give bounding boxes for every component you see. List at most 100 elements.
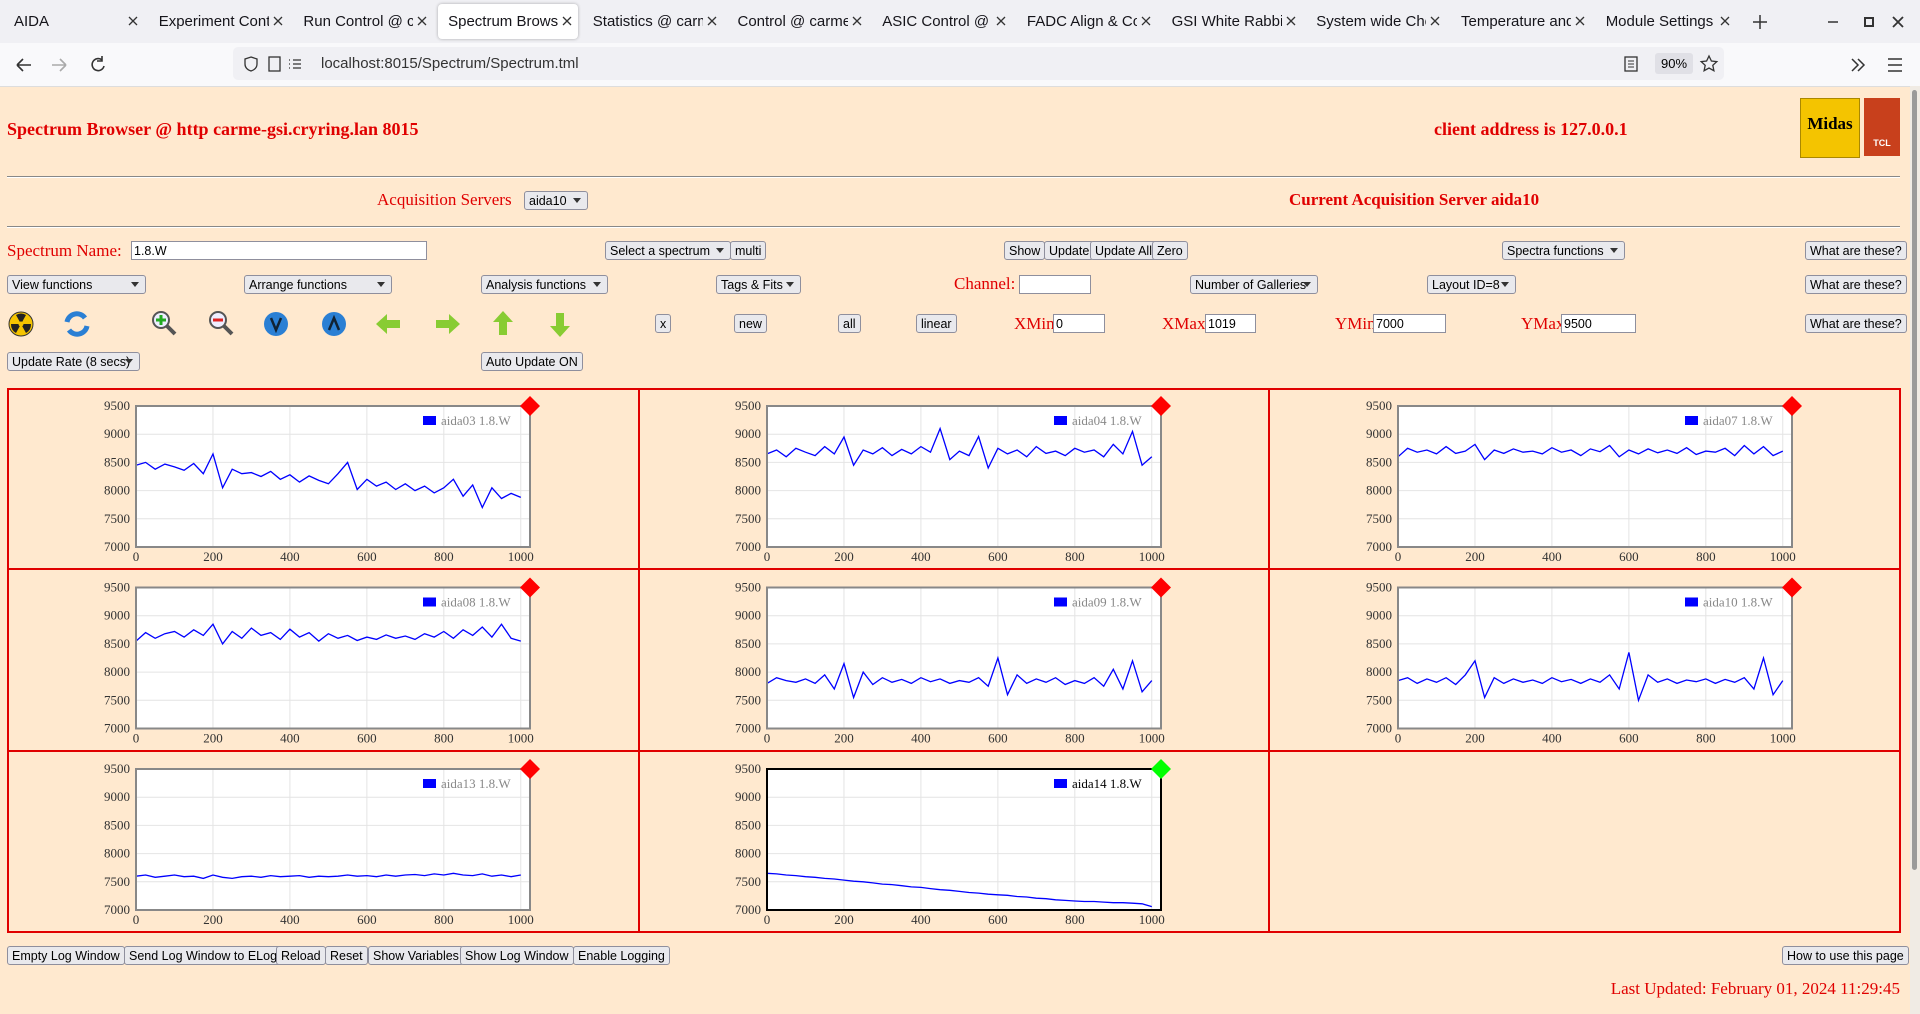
status-marker[interactable] [520,759,540,779]
galleries-select[interactable]: Number of Galleries [1190,275,1318,294]
tab[interactable]: AIDA [4,4,144,39]
footer-button[interactable]: Send Log Window to ELog [124,946,283,965]
x-tick-label: 800 [1065,912,1085,927]
bookmark-star[interactable] [1699,54,1719,74]
tab-close[interactable] [996,16,1006,26]
plot-background [767,587,1161,729]
spectra-functions-select[interactable]: Spectra functions [1502,241,1625,260]
linear-button[interactable]: linear [916,314,957,333]
spectrum-name-input[interactable]: 1.8.W [131,241,427,260]
spectrum-chart[interactable]: 7000 7500 8000 8500 9000 9500 0 200 400 600 800 100… [104,396,540,564]
footer-button[interactable]: Enable Logging [573,946,670,965]
update-button[interactable]: Update [1044,241,1095,260]
footer-button[interactable]: Empty Log Window [7,946,125,965]
select-spectrum[interactable]: Select a spectrum [605,241,732,260]
channel-input[interactable] [1019,275,1091,294]
status-marker[interactable] [1151,577,1171,598]
footer-button[interactable]: Show Variables [368,946,464,965]
help-button[interactable]: What are these? [1805,275,1907,294]
x-button[interactable]: x [655,314,672,333]
scrollbar-thumb[interactable] [1912,90,1917,870]
all-button[interactable]: all [838,314,861,333]
legend-swatch [423,416,436,425]
xmax-input[interactable]: 1019 [1205,314,1256,333]
acquisition-select[interactable]: aida10 [524,191,588,210]
tab-close[interactable] [852,16,862,26]
tab-close[interactable] [1141,16,1151,26]
xmin-input[interactable]: 0 [1053,314,1105,333]
tab-close[interactable] [1286,16,1296,26]
status-marker[interactable] [520,577,540,598]
tab[interactable]: ASIC Control @ c [872,4,1012,39]
window-controls[interactable] [1820,10,1915,34]
toolbar-menu[interactable] [1848,54,1908,76]
tab[interactable]: Run Control @ c [293,4,433,39]
new-button[interactable]: new [734,314,767,333]
tool-icons[interactable] [0,306,590,342]
tab[interactable]: FADC Align & Co [1017,4,1157,39]
midas-logo: Midas [1800,98,1860,158]
url-bar[interactable]: localhost:8015/Spectrum/Spectrum.tml 90% [233,47,1724,80]
analysis-functions-select[interactable]: Analysis functions [481,275,608,294]
spectrum-chart[interactable]: 7000 7500 8000 8500 9000 9500 0 200 400 600 800 100… [735,759,1171,927]
update-all-button[interactable]: Update All [1090,241,1157,260]
how-to-button[interactable]: How to use this page [1782,946,1909,965]
tab[interactable]: GSI White Rabbit [1162,4,1302,39]
zoom-level[interactable]: 90% [1655,53,1694,74]
auto-update-button[interactable]: Auto Update ON [481,352,583,371]
tab-close[interactable] [128,16,138,26]
status-marker[interactable] [1782,577,1802,598]
status-marker[interactable] [1151,759,1171,779]
legend-swatch [423,597,436,607]
tab[interactable]: Spectrum Brows [438,4,579,39]
multi-button[interactable]: multi [730,241,767,260]
tab-title: Module Settings [1605,13,1714,30]
tab[interactable]: Module Settings [1596,4,1736,39]
status-marker[interactable] [1782,396,1802,416]
footer-button[interactable]: Show Log Window [460,946,574,965]
x-tick-label: 200 [203,731,223,746]
arrange-functions-select[interactable]: Arrange functions [244,275,392,294]
spectrum-chart[interactable]: 7000 7500 8000 8500 9000 9500 0 200 400 600 800 100… [104,759,540,927]
reader-icon[interactable] [1623,56,1639,72]
tab-close[interactable] [417,16,427,26]
footer-button[interactable]: Reload [276,946,326,965]
status-marker[interactable] [1151,396,1171,416]
spectrum-chart[interactable]: 7000 7500 8000 8500 9000 9500 0 200 400 600 800 100… [104,577,540,746]
tab-close[interactable] [707,16,717,26]
tab[interactable]: Statistics @ carm [583,4,723,39]
help-button[interactable]: What are these? [1805,314,1907,333]
new-tab-button[interactable] [1750,12,1770,32]
layout-select[interactable]: Layout ID=8 [1427,275,1516,294]
spectrum-chart[interactable]: 7000 7500 8000 8500 9000 9500 0 200 400 600 800 100… [1366,396,1802,564]
ymax-input[interactable]: 9500 [1561,314,1636,333]
nav-buttons[interactable] [12,53,112,77]
view-functions-select[interactable]: View functions [7,275,146,294]
tab[interactable]: System wide Che [1306,4,1446,39]
show-button[interactable]: Show [1004,241,1046,260]
tab-close[interactable] [273,16,283,26]
tab-close[interactable] [1720,16,1730,26]
tab-title: Statistics @ carm [592,13,703,30]
x-tick-label: 200 [1465,731,1485,746]
tab-close[interactable] [1575,16,1585,26]
ymin-input[interactable]: 7000 [1373,314,1446,333]
update-rate-select[interactable]: Update Rate (8 secs) [7,352,140,371]
tags-fits-select[interactable]: Tags & Fits [716,275,801,294]
help-button[interactable]: What are these? [1805,241,1907,260]
footer-button[interactable]: Reset [325,946,368,965]
y-tick-label: 9500 [1366,580,1392,595]
x-tick-label: 400 [911,549,931,564]
spectrum-chart[interactable]: 7000 7500 8000 8500 9000 9500 0 200 400 600 800 100… [735,577,1171,746]
tab-close[interactable] [1430,16,1440,26]
scrollbar[interactable] [1910,86,1920,1014]
y-tick-label: 8500 [735,817,761,832]
spectrum-chart[interactable]: 7000 7500 8000 8500 9000 9500 0 200 400 600 800 100… [735,396,1171,564]
zero-button[interactable]: Zero [1152,241,1188,260]
spectrum-chart[interactable]: 7000 7500 8000 8500 9000 9500 0 200 400 600 800 100… [1366,577,1802,746]
tab-close[interactable] [562,16,572,26]
tab[interactable]: Experiment Cont [149,4,289,39]
tab[interactable]: Temperature and [1451,4,1591,39]
status-marker[interactable] [520,396,540,416]
tab[interactable]: Control @ carme [728,4,868,39]
